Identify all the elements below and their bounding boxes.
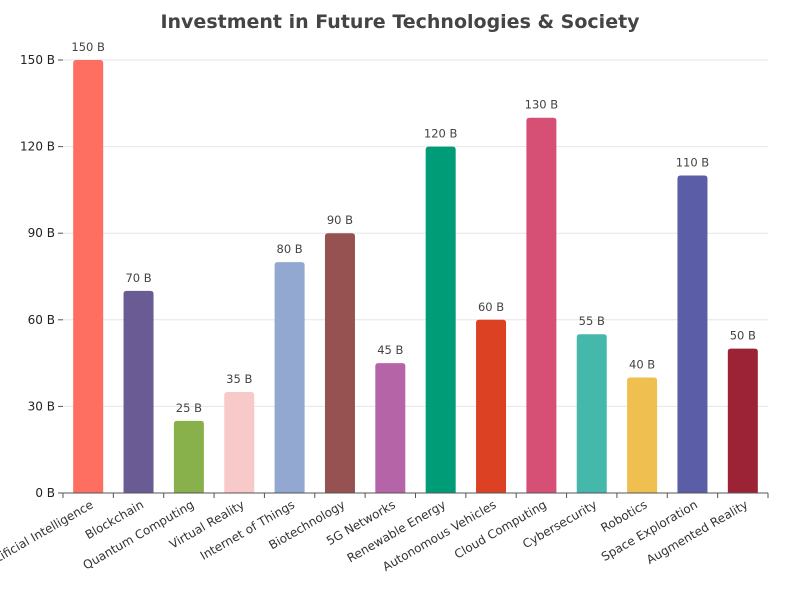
bar[interactable] — [224, 391, 255, 493]
data-label: 60 B — [478, 300, 504, 314]
y-tick-label: 60 B — [28, 313, 55, 327]
y-tick-label: 150 B — [20, 53, 55, 67]
bar[interactable] — [73, 60, 104, 493]
bar[interactable] — [173, 420, 204, 493]
y-tick-label: 120 B — [20, 140, 55, 154]
bar[interactable] — [123, 290, 154, 493]
y-tick-label: 30 B — [28, 399, 55, 413]
x-tick-label: Cloud Computing — [452, 497, 549, 561]
data-label: 55 B — [579, 314, 605, 328]
bar[interactable] — [677, 175, 708, 493]
y-tick-label: 90 B — [28, 226, 55, 240]
data-label: 40 B — [629, 358, 655, 372]
y-axis: 0 B 30 B 60 B 90 B 120 B 150 B — [20, 53, 63, 500]
bar[interactable] — [324, 233, 355, 493]
data-label: 25 B — [176, 401, 202, 415]
bar[interactable] — [627, 377, 658, 493]
data-label: 70 B — [125, 271, 151, 285]
bar[interactable] — [526, 117, 557, 493]
data-label: 90 B — [327, 213, 353, 227]
chart-title: Investment in Future Technologies & Soci… — [160, 11, 640, 33]
bar[interactable] — [274, 262, 305, 493]
bar[interactable] — [727, 348, 758, 493]
data-labels: 150 B 70 B 25 B 35 B 80 B 90 B 45 B 120 B 60 B 13… — [71, 40, 756, 415]
bar[interactable] — [375, 363, 406, 493]
bars — [73, 60, 758, 493]
bar[interactable] — [576, 334, 607, 493]
data-label: 50 B — [730, 329, 756, 343]
data-label: 80 B — [277, 242, 303, 256]
data-label: 120 B — [424, 127, 458, 141]
grid-lines — [63, 59, 768, 407]
data-label: 45 B — [377, 343, 403, 357]
bar[interactable] — [476, 319, 507, 493]
data-label: 110 B — [676, 155, 710, 169]
bar[interactable] — [425, 146, 456, 493]
x-axis: Artificial IntelligenceBlockchainQuantum… — [0, 492, 769, 574]
data-label: 150 B — [71, 40, 105, 54]
data-label: 35 B — [226, 372, 252, 386]
data-label: 130 B — [525, 98, 559, 112]
y-tick-label: 0 B — [35, 486, 55, 500]
